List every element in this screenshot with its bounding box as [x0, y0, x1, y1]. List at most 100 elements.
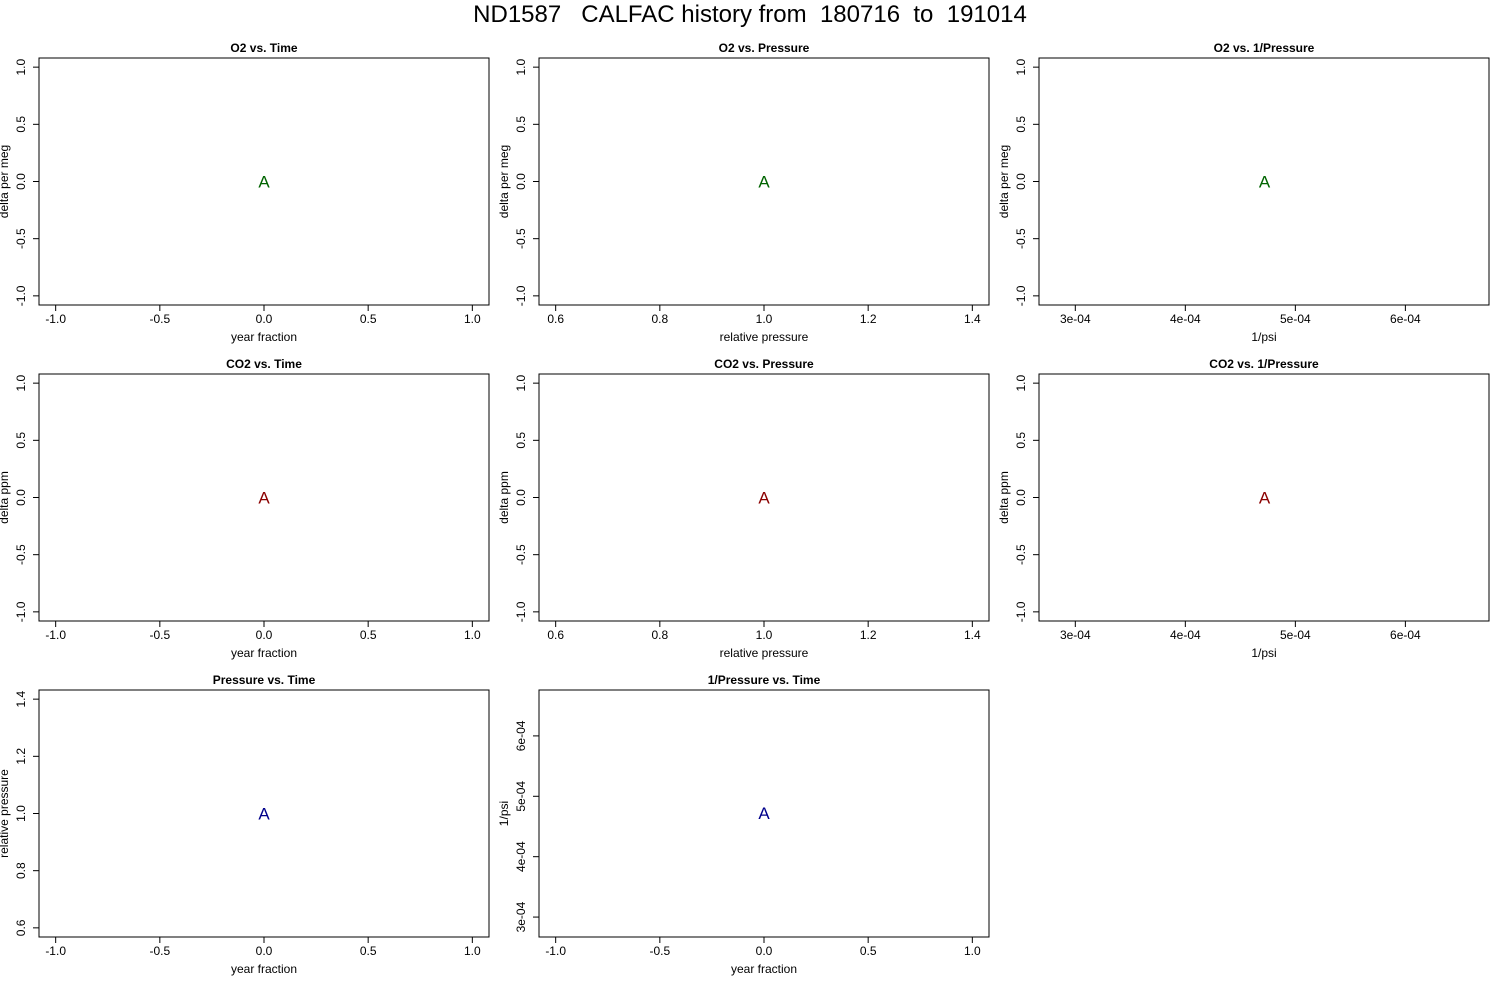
y-tick-label: 4e-04: [514, 841, 528, 872]
chart-panel: O2 vs. Time -1.0 -0.5 0.0 0.5 1.0 -1.0 -0.5 0.0 0…: [0, 41, 490, 344]
x-axis-label: year fraction: [231, 330, 297, 344]
x-tick-label: 1.0: [964, 944, 981, 958]
y-axis-label: delta per meg: [497, 145, 511, 218]
y-tick-label: 0.0: [1014, 489, 1028, 506]
x-tick-label: 0.6: [547, 312, 564, 326]
y-tick-label: -0.5: [14, 228, 28, 249]
y-tick-label: 1.0: [514, 58, 528, 75]
chart-panel: Pressure vs. Time -1.0 -0.5 0.0 0.5 1.0 0.6 0.8…: [0, 673, 490, 976]
x-tick-label: -0.5: [149, 628, 170, 642]
y-tick-label: -1.0: [1014, 601, 1028, 622]
y-tick-label: 0.5: [14, 116, 28, 133]
y-axis-label: delta per meg: [0, 145, 11, 218]
y-axis-label: delta ppm: [997, 471, 1011, 524]
data-point: A: [258, 489, 270, 508]
y-tick-label: -0.5: [1014, 228, 1028, 249]
data-point: A: [758, 804, 770, 823]
x-axis-label: 1/psi: [1251, 330, 1276, 344]
x-tick-label: 5e-04: [1280, 312, 1311, 326]
chart-panel: O2 vs. 1/Pressure 3e-04 4e-04 5e-04 6e-04 -1.…: [997, 41, 1490, 344]
data-point: A: [258, 805, 270, 824]
x-axis-label: 1/psi: [1251, 646, 1276, 660]
x-tick-label: -0.5: [149, 312, 170, 326]
y-tick-label: 0.6: [14, 919, 28, 936]
y-tick-label: 0.5: [1014, 432, 1028, 449]
x-axis-label: year fraction: [731, 962, 797, 976]
x-tick-label: -0.5: [149, 944, 170, 958]
y-tick-label: -1.0: [14, 285, 28, 306]
x-tick-label: -1.0: [45, 944, 66, 958]
x-tick-label: -1.0: [45, 628, 66, 642]
y-axis-label: relative pressure: [0, 769, 11, 858]
y-tick-label: 1.0: [1014, 374, 1028, 391]
chart-title: O2 vs. 1/Pressure: [1214, 41, 1315, 55]
data-point: A: [1259, 489, 1271, 508]
y-tick-label: -1.0: [1014, 285, 1028, 306]
x-tick-label: 3e-04: [1060, 312, 1091, 326]
x-tick-label: 0.5: [360, 628, 377, 642]
chart-title: O2 vs. Pressure: [719, 41, 810, 55]
x-tick-label: 0.0: [256, 312, 273, 326]
y-tick-label: 0.5: [1014, 116, 1028, 133]
x-tick-label: 1.2: [860, 312, 877, 326]
y-axis-label: delta ppm: [497, 471, 511, 524]
data-point: A: [758, 173, 770, 192]
x-axis-label: year fraction: [231, 646, 297, 660]
x-tick-label: 1.4: [964, 628, 981, 642]
y-tick-label: -1.0: [514, 601, 528, 622]
y-axis-label: delta per meg: [997, 145, 1011, 218]
x-tick-label: 0.5: [360, 944, 377, 958]
y-tick-label: 1.0: [14, 805, 28, 822]
y-tick-label: 0.5: [514, 116, 528, 133]
x-tick-label: 6e-04: [1390, 628, 1421, 642]
x-tick-label: 1.2: [860, 628, 877, 642]
x-tick-label: 5e-04: [1280, 628, 1311, 642]
y-tick-label: 0.8: [14, 862, 28, 879]
y-tick-label: 0.0: [14, 489, 28, 506]
chart-title: Pressure vs. Time: [213, 673, 316, 687]
chart-panel: O2 vs. Pressure 0.6 0.8 1.0 1.2 1.4 -1.0 -0.5 0.…: [497, 41, 990, 344]
x-tick-label: 1.0: [464, 312, 481, 326]
x-tick-label: 0.5: [360, 312, 377, 326]
chart-title: 1/Pressure vs. Time: [708, 673, 821, 687]
x-axis-label: year fraction: [231, 962, 297, 976]
x-tick-label: 0.0: [256, 944, 273, 958]
y-tick-label: 1.4: [14, 690, 28, 707]
y-tick-label: 5e-04: [514, 781, 528, 812]
x-tick-label: 6e-04: [1390, 312, 1421, 326]
chart-panel: CO2 vs. Time -1.0 -0.5 0.0 0.5 1.0 -1.0 -0.5 0.0…: [0, 357, 490, 660]
page-title: ND1587 CALFAC history from 180716 to 191…: [473, 1, 1027, 28]
y-tick-label: 1.0: [514, 374, 528, 391]
x-tick-label: 0.0: [256, 628, 273, 642]
x-tick-label: 3e-04: [1060, 628, 1091, 642]
y-tick-label: 1.0: [1014, 58, 1028, 75]
y-tick-label: 6e-04: [514, 720, 528, 751]
x-axis-label: relative pressure: [720, 646, 809, 660]
y-tick-label: 1.0: [14, 58, 28, 75]
x-tick-label: 1.4: [964, 312, 981, 326]
y-tick-label: 0.0: [14, 173, 28, 190]
x-tick-label: 1.0: [464, 628, 481, 642]
y-tick-label: 1.0: [14, 374, 28, 391]
y-tick-label: 0.5: [14, 432, 28, 449]
x-tick-label: 4e-04: [1170, 628, 1201, 642]
chart-panel: CO2 vs. Pressure 0.6 0.8 1.0 1.2 1.4 -1.0 -0.5 0…: [497, 357, 990, 660]
y-tick-label: 0.5: [514, 432, 528, 449]
x-tick-label: 1.0: [464, 944, 481, 958]
x-tick-label: 1.0: [756, 312, 773, 326]
y-tick-label: 0.0: [1014, 173, 1028, 190]
chart-title: CO2 vs. 1/Pressure: [1209, 357, 1319, 371]
y-tick-label: -0.5: [514, 544, 528, 565]
x-tick-label: 0.8: [651, 312, 668, 326]
x-tick-label: 4e-04: [1170, 312, 1201, 326]
y-tick-label: -0.5: [514, 228, 528, 249]
x-axis-label: relative pressure: [720, 330, 809, 344]
chart-title: O2 vs. Time: [230, 41, 297, 55]
y-tick-label: 1.2: [14, 748, 28, 765]
x-tick-label: -1.0: [545, 944, 566, 958]
x-tick-label: 0.5: [860, 944, 877, 958]
x-tick-label: -1.0: [45, 312, 66, 326]
y-tick-label: 0.0: [514, 489, 528, 506]
x-tick-label: -0.5: [649, 944, 670, 958]
